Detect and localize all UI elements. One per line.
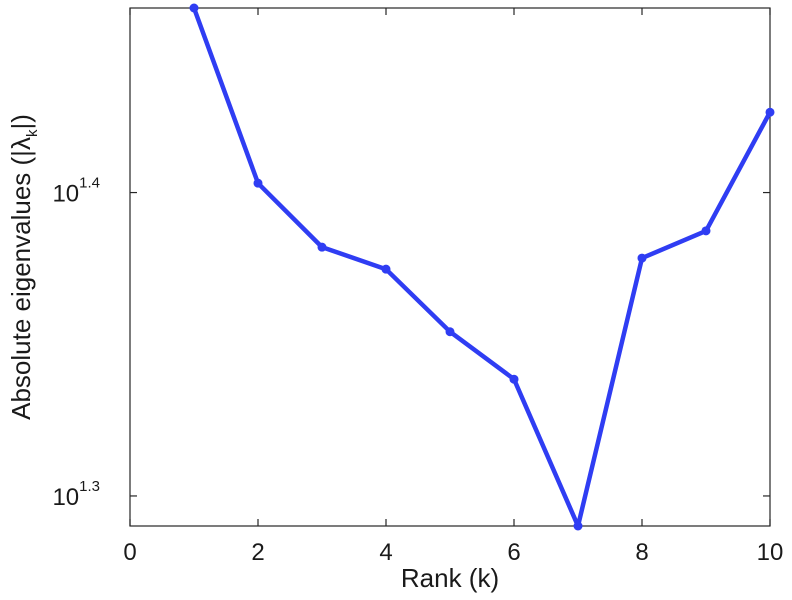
- y-axis-title: Absolute eigenvalues (|λk|): [6, 114, 41, 420]
- x-tick-label: 0: [123, 539, 136, 566]
- x-tick-label: 8: [635, 539, 648, 566]
- data-point: [701, 226, 711, 236]
- data-points: [189, 3, 775, 531]
- series-line: [191, 5, 773, 529]
- x-tick-label: 2: [251, 539, 264, 566]
- data-point: [509, 374, 519, 384]
- x-tick-label: 4: [379, 539, 392, 566]
- plot-area: [129, 7, 771, 527]
- data-point: [445, 327, 455, 337]
- x-axis-title: Rank (k): [401, 563, 499, 593]
- x-tick-label: 6: [507, 539, 520, 566]
- y-tick-label: 101.4: [52, 175, 100, 208]
- data-point: [765, 107, 775, 117]
- x-tick-label: 10: [757, 539, 784, 566]
- y-ticks: 101.3 101.4: [52, 175, 770, 511]
- data-point: [317, 242, 327, 252]
- y-tick-label: 101.3: [52, 478, 100, 511]
- data-point: [189, 3, 199, 13]
- x-ticks: 0 2 4 6 8 10: [123, 8, 783, 566]
- data-point: [253, 178, 263, 188]
- data-point: [381, 264, 391, 274]
- data-point: [637, 253, 647, 263]
- data-point: [573, 521, 583, 531]
